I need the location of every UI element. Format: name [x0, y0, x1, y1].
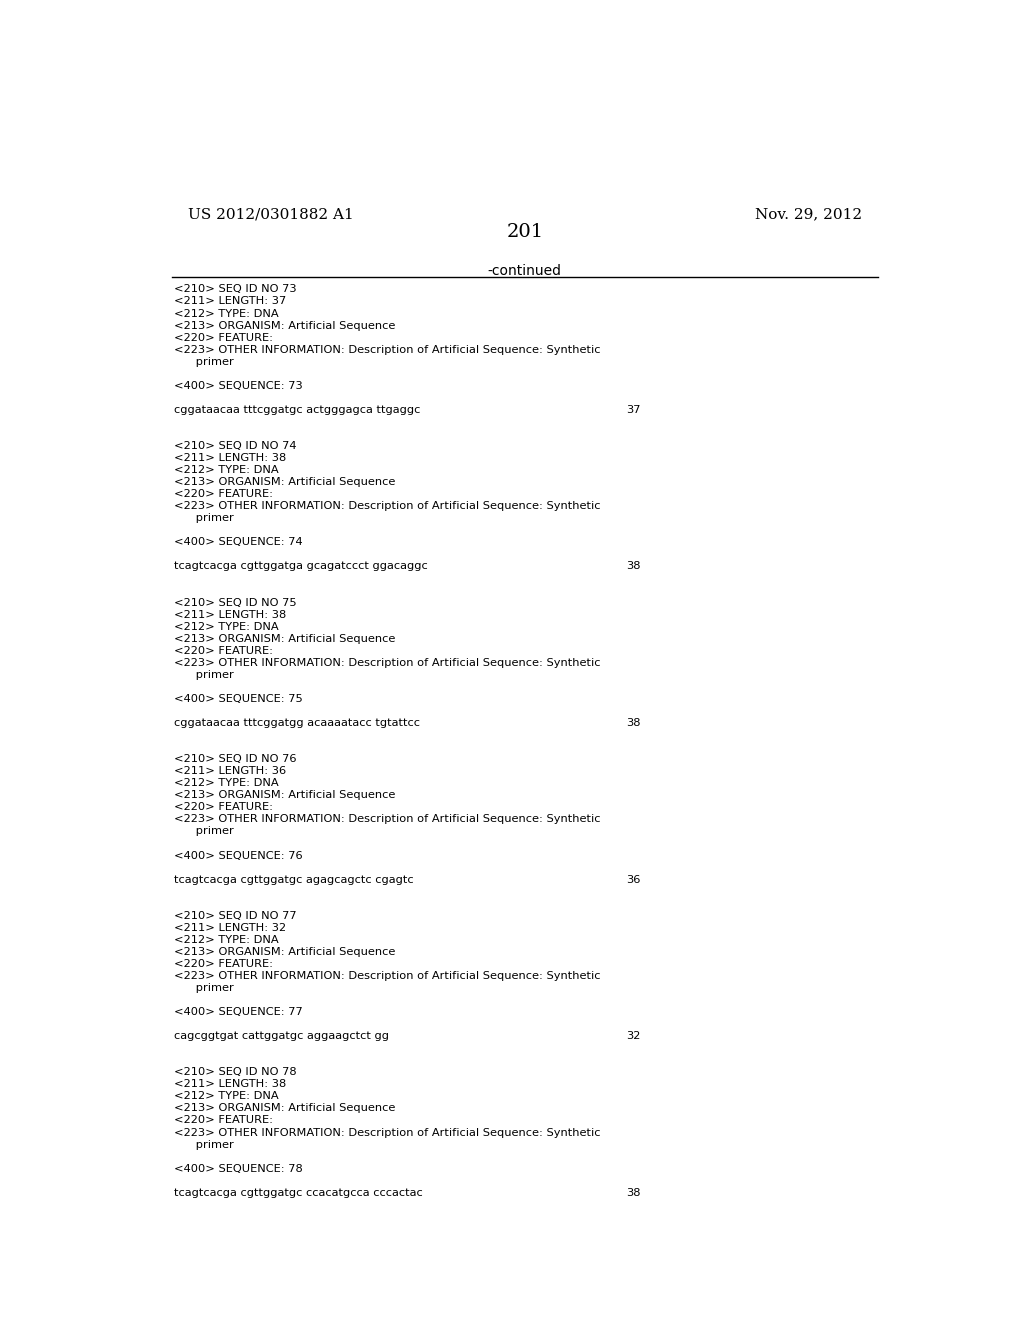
Text: <400> SEQUENCE: 74: <400> SEQUENCE: 74	[174, 537, 303, 548]
Text: <400> SEQUENCE: 73: <400> SEQUENCE: 73	[174, 380, 303, 391]
Text: <223> OTHER INFORMATION: Description of Artificial Sequence: Synthetic: <223> OTHER INFORMATION: Description of …	[174, 814, 600, 825]
Text: <211> LENGTH: 32: <211> LENGTH: 32	[174, 923, 286, 933]
Text: <400> SEQUENCE: 77: <400> SEQUENCE: 77	[174, 1007, 303, 1018]
Text: <210> SEQ ID NO 77: <210> SEQ ID NO 77	[174, 911, 297, 921]
Text: <220> FEATURE:: <220> FEATURE:	[174, 1115, 273, 1126]
Text: <210> SEQ ID NO 74: <210> SEQ ID NO 74	[174, 441, 297, 451]
Text: <212> TYPE: DNA: <212> TYPE: DNA	[174, 935, 279, 945]
Text: 36: 36	[627, 875, 641, 884]
Text: <211> LENGTH: 38: <211> LENGTH: 38	[174, 610, 287, 619]
Text: <210> SEQ ID NO 73: <210> SEQ ID NO 73	[174, 284, 297, 294]
Text: <213> ORGANISM: Artificial Sequence: <213> ORGANISM: Artificial Sequence	[174, 791, 395, 800]
Text: primer: primer	[174, 669, 233, 680]
Text: <213> ORGANISM: Artificial Sequence: <213> ORGANISM: Artificial Sequence	[174, 1104, 395, 1114]
Text: cagcggtgat cattggatgc aggaagctct gg: cagcggtgat cattggatgc aggaagctct gg	[174, 1031, 389, 1041]
Text: <211> LENGTH: 37: <211> LENGTH: 37	[174, 297, 287, 306]
Text: primer: primer	[174, 513, 233, 523]
Text: <220> FEATURE:: <220> FEATURE:	[174, 958, 273, 969]
Text: tcagtcacga cgttggatgc ccacatgcca cccactac: tcagtcacga cgttggatgc ccacatgcca cccacta…	[174, 1188, 423, 1197]
Text: <212> TYPE: DNA: <212> TYPE: DNA	[174, 779, 279, 788]
Text: tcagtcacga cgttggatgc agagcagctc cgagtc: tcagtcacga cgttggatgc agagcagctc cgagtc	[174, 875, 414, 884]
Text: <220> FEATURE:: <220> FEATURE:	[174, 490, 273, 499]
Text: <212> TYPE: DNA: <212> TYPE: DNA	[174, 1092, 279, 1101]
Text: <400> SEQUENCE: 78: <400> SEQUENCE: 78	[174, 1164, 303, 1173]
Text: primer: primer	[174, 983, 233, 993]
Text: <223> OTHER INFORMATION: Description of Artificial Sequence: Synthetic: <223> OTHER INFORMATION: Description of …	[174, 1127, 600, 1138]
Text: <211> LENGTH: 36: <211> LENGTH: 36	[174, 766, 286, 776]
Text: -continued: -continued	[487, 264, 562, 279]
Text: <211> LENGTH: 38: <211> LENGTH: 38	[174, 1080, 287, 1089]
Text: primer: primer	[174, 826, 233, 837]
Text: cggataacaa tttcggatgg acaaaatacc tgtattcc: cggataacaa tttcggatgg acaaaatacc tgtattc…	[174, 718, 420, 729]
Text: US 2012/0301882 A1: US 2012/0301882 A1	[187, 207, 353, 222]
Text: <210> SEQ ID NO 78: <210> SEQ ID NO 78	[174, 1068, 297, 1077]
Text: <210> SEQ ID NO 76: <210> SEQ ID NO 76	[174, 754, 297, 764]
Text: 38: 38	[627, 561, 641, 572]
Text: tcagtcacga cgttggatga gcagatccct ggacaggc: tcagtcacga cgttggatga gcagatccct ggacagg…	[174, 561, 428, 572]
Text: 38: 38	[627, 718, 641, 729]
Text: <212> TYPE: DNA: <212> TYPE: DNA	[174, 622, 279, 632]
Text: <213> ORGANISM: Artificial Sequence: <213> ORGANISM: Artificial Sequence	[174, 634, 395, 644]
Text: <213> ORGANISM: Artificial Sequence: <213> ORGANISM: Artificial Sequence	[174, 946, 395, 957]
Text: <213> ORGANISM: Artificial Sequence: <213> ORGANISM: Artificial Sequence	[174, 321, 395, 330]
Text: <400> SEQUENCE: 76: <400> SEQUENCE: 76	[174, 850, 303, 861]
Text: cggataacaa tttcggatgc actgggagca ttgaggc: cggataacaa tttcggatgc actgggagca ttgaggc	[174, 405, 421, 414]
Text: <220> FEATURE:: <220> FEATURE:	[174, 803, 273, 812]
Text: Nov. 29, 2012: Nov. 29, 2012	[755, 207, 862, 222]
Text: 32: 32	[627, 1031, 641, 1041]
Text: <223> OTHER INFORMATION: Description of Artificial Sequence: Synthetic: <223> OTHER INFORMATION: Description of …	[174, 657, 600, 668]
Text: <211> LENGTH: 38: <211> LENGTH: 38	[174, 453, 287, 463]
Text: primer: primer	[174, 356, 233, 367]
Text: <210> SEQ ID NO 75: <210> SEQ ID NO 75	[174, 598, 297, 607]
Text: 201: 201	[506, 223, 544, 242]
Text: 38: 38	[627, 1188, 641, 1197]
Text: <220> FEATURE:: <220> FEATURE:	[174, 645, 273, 656]
Text: <223> OTHER INFORMATION: Description of Artificial Sequence: Synthetic: <223> OTHER INFORMATION: Description of …	[174, 345, 600, 355]
Text: 37: 37	[627, 405, 641, 414]
Text: <212> TYPE: DNA: <212> TYPE: DNA	[174, 309, 279, 318]
Text: <220> FEATURE:: <220> FEATURE:	[174, 333, 273, 343]
Text: <212> TYPE: DNA: <212> TYPE: DNA	[174, 465, 279, 475]
Text: <400> SEQUENCE: 75: <400> SEQUENCE: 75	[174, 694, 303, 704]
Text: <223> OTHER INFORMATION: Description of Artificial Sequence: Synthetic: <223> OTHER INFORMATION: Description of …	[174, 502, 600, 511]
Text: primer: primer	[174, 1139, 233, 1150]
Text: <223> OTHER INFORMATION: Description of Artificial Sequence: Synthetic: <223> OTHER INFORMATION: Description of …	[174, 972, 600, 981]
Text: <213> ORGANISM: Artificial Sequence: <213> ORGANISM: Artificial Sequence	[174, 477, 395, 487]
